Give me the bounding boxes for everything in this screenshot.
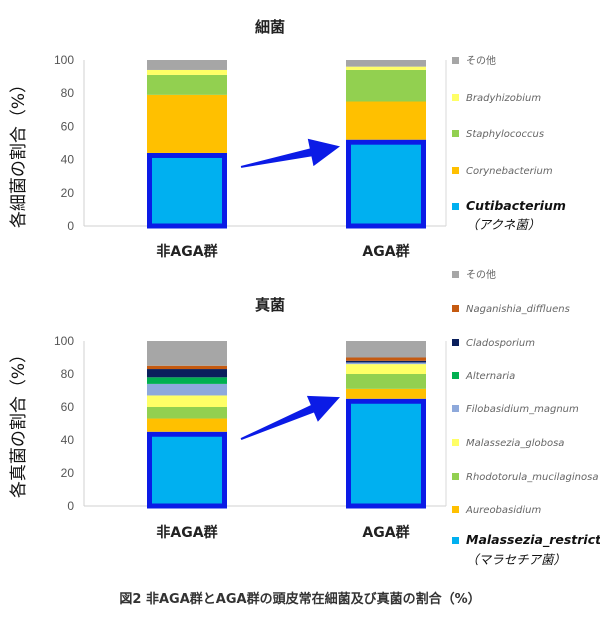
y-tick-label: 20 <box>61 466 75 480</box>
bar-segment-Corynebacterium <box>346 101 426 140</box>
bar-segment-Cladosporium <box>147 369 227 378</box>
legend-swatch <box>452 57 459 64</box>
bar-segment-Bradyhizobium <box>147 69 227 75</box>
bar-segment-その他 <box>346 341 426 358</box>
y-axis-label: 各細菌の割合（%） <box>9 76 29 228</box>
y-tick-label: 100 <box>54 53 74 67</box>
bar-segment-Corynebacterium <box>147 94 227 153</box>
bar-segment-Filobasidium_magnum <box>346 362 426 365</box>
legend-label: Bradyhizobium <box>466 93 541 104</box>
bar-segment-Naganishia_diffluens <box>346 357 426 361</box>
bar-segment-Staphylococcus <box>147 74 227 95</box>
legend-item: Alternaria <box>452 371 515 382</box>
legend-item: Staphylococcus <box>452 129 544 140</box>
y-tick-label: 40 <box>61 153 75 167</box>
y-tick-label: 60 <box>61 119 75 133</box>
bar-segment-その他 <box>147 341 227 366</box>
legend-label: Aureobasidium <box>465 505 541 516</box>
bar-segment-Rhodotorula_mucilaginosa <box>346 374 426 389</box>
legend-swatch <box>452 537 459 544</box>
bar-segment-Aureobasidium <box>147 418 227 432</box>
fungi-chart: 真菌 各真菌の割合（%） 0 20 40 60 80 100 非AGA群 AGA群 Malas… <box>9 268 600 567</box>
figure-caption: 図2 非AGA群とAGA群の頭皮常在細菌及び真菌の割合（%） <box>119 591 480 607</box>
increase-arrow <box>240 395 340 440</box>
bar-segment-Malassezia_restricta <box>147 431 227 509</box>
category-label: 非AGA群 <box>156 524 217 541</box>
legend-label: Cladosporium <box>466 338 535 349</box>
legend-item: Cladosporium <box>452 338 535 349</box>
legend: Malassezia_restricta （マラセチア菌） Aureobasidiu… <box>452 268 600 567</box>
legend-sublabel: （マラセチア菌） <box>466 552 566 567</box>
legend-item: Cutibacterium （アクネ菌） <box>452 198 566 232</box>
legend-swatch <box>452 94 459 101</box>
bar-segment-Malassezia_globosa <box>346 364 426 374</box>
legend-swatch <box>452 473 459 480</box>
y-tick-label: 60 <box>61 400 75 414</box>
legend-swatch <box>452 130 459 137</box>
bar-segment-Cutibacterium <box>147 152 227 229</box>
bar-segment-その他 <box>147 60 227 70</box>
y-axis-label: 各真菌の割合（%） <box>9 346 29 498</box>
legend-label: Staphylococcus <box>466 129 544 140</box>
y-tick-label: 80 <box>61 367 75 381</box>
legend-item: Malassezia_restricta （マラセチア菌） <box>452 532 600 567</box>
bar-segment-Alternaria <box>147 377 227 384</box>
legend-item: Rhodotorula_mucilaginosa <box>452 472 598 483</box>
legend-item: Malassezia_globosa <box>452 438 564 449</box>
legend-swatch <box>452 271 459 278</box>
y-tick-label: 80 <box>61 86 75 100</box>
chart-title: 細菌 <box>255 18 285 36</box>
legend-label: Alternaria <box>465 371 515 382</box>
legend-label: Corynebacterium <box>466 166 553 177</box>
legend-item: Filobasidium_magnum <box>452 404 579 415</box>
legend-swatch <box>452 167 459 174</box>
y-tick-label: 0 <box>67 219 74 233</box>
legend-item: Corynebacterium <box>452 166 553 177</box>
legend-sublabel: （アクネ菌） <box>466 217 540 232</box>
legend-label: Rhodotorula_mucilaginosa <box>466 472 598 483</box>
bar-segment-Aureobasidium <box>346 388 426 399</box>
legend-label: Filobasidium_magnum <box>466 404 579 415</box>
bar-segment-Rhodotorula_mucilaginosa <box>147 407 227 419</box>
legend-swatch <box>452 372 459 379</box>
legend-swatch <box>452 339 459 346</box>
y-tick-label: 40 <box>61 433 75 447</box>
y-tick-label: 100 <box>54 334 74 348</box>
legend-label: Naganishia_diffluens <box>466 304 570 315</box>
bar-segment-Bradyhizobium <box>346 66 426 70</box>
legend-swatch <box>452 305 459 312</box>
bar-segment-Naganishia_diffluens <box>147 365 227 370</box>
legend-label: Malassezia_restricta <box>466 532 600 548</box>
legend-item: その他 <box>452 268 496 281</box>
legend-item: Aureobasidium <box>452 505 541 516</box>
legend-swatch <box>452 506 459 513</box>
category-label: AGA群 <box>362 243 409 260</box>
legend: Cutibacterium （アクネ菌） Corynebacterium Staphy… <box>452 54 566 232</box>
legend-label: Malassezia_globosa <box>466 438 564 449</box>
bar-segment-Filobasidium_magnum <box>147 383 227 396</box>
y-tick-label: 0 <box>67 499 74 513</box>
bacteria-chart: 細菌 各細菌の割合（%） 0 20 40 60 80 100 非AGA群 AGA群 Cutib… <box>9 18 566 260</box>
legend-item: Naganishia_diffluens <box>452 304 570 315</box>
legend-label: その他 <box>466 54 496 67</box>
legend-item: その他 <box>452 54 496 67</box>
increase-arrow <box>240 138 340 168</box>
legend-item: Bradyhizobium <box>452 93 541 104</box>
bar-segment-Cladosporium <box>346 360 426 363</box>
legend-label: Cutibacterium <box>466 198 566 213</box>
bar-segment-その他 <box>346 60 426 67</box>
legend-swatch <box>452 203 459 210</box>
legend-swatch <box>452 405 459 412</box>
bar-segment-Cutibacterium <box>346 139 426 229</box>
chart-title: 真菌 <box>255 296 285 314</box>
legend-label: その他 <box>466 268 496 281</box>
legend-swatch <box>452 439 459 446</box>
bar-segment-Malassezia_globosa <box>147 395 227 407</box>
category-label: AGA群 <box>362 524 409 541</box>
category-label: 非AGA群 <box>156 243 217 260</box>
bar-segment-Malassezia_restricta <box>346 398 426 509</box>
bar-segment-Staphylococcus <box>346 69 426 102</box>
y-tick-label: 20 <box>61 186 75 200</box>
